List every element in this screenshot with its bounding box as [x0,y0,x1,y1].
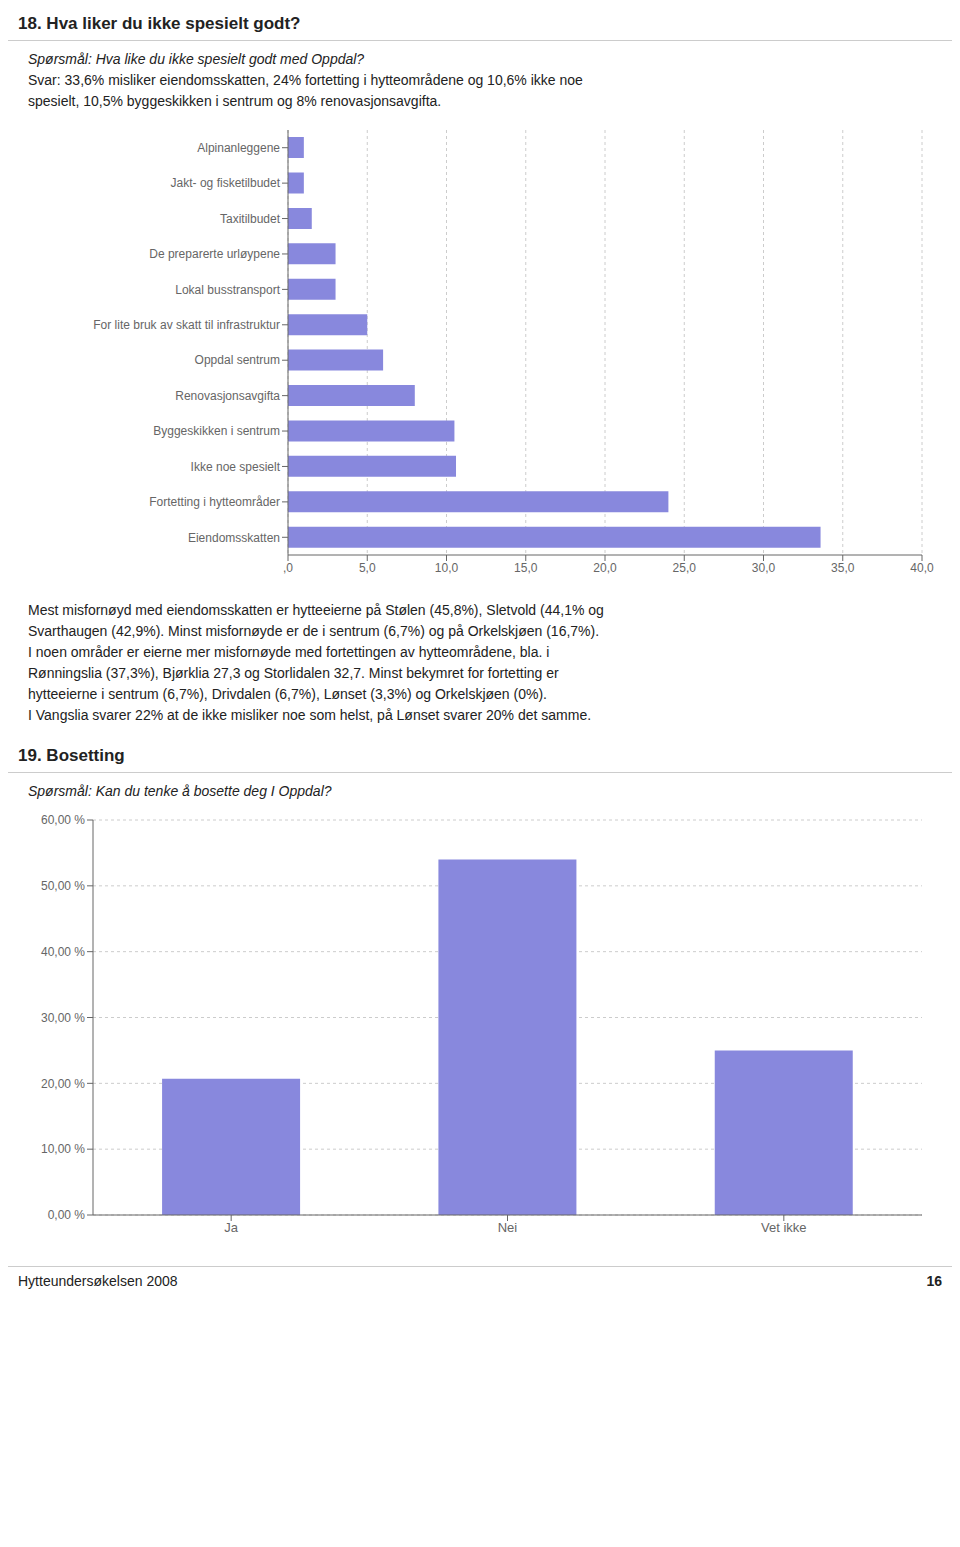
svg-text:Renovasjonsavgifta: Renovasjonsavgifta [175,389,280,403]
svg-text:60,00 %: 60,00 % [41,813,85,827]
svg-text:Lokal busstransport: Lokal busstransport [175,283,280,297]
html-text:Svar: 33,6% misliker eiendomss: Svar: 33,6% misliker eiendomsskatten, 24… [28,72,583,88]
svg-text:10,00 %: 10,00 % [41,1142,85,1156]
html-text:19. Bosetting: 19. Bosetting [18,746,125,765]
svg-text:Ja: Ja [224,1220,239,1235]
svg-text:Eiendomsskatten: Eiendomsskatten [188,531,280,545]
svg-text:10,0: 10,0 [435,561,459,575]
html-text:Rønningslia (37,3%), Bjørklia: Rønningslia (37,3%), Bjørklia 27,3 og St… [28,665,559,681]
svg-text:For lite bruk av skatt til inf: For lite bruk av skatt til infrastruktur [93,318,280,332]
svg-text:40,00 %: 40,00 % [41,945,85,959]
svg-text:40,0: 40,0 [910,561,934,575]
svg-text:Jakt- og fisketilbudet: Jakt- og fisketilbudet [171,176,281,190]
svg-text:30,0: 30,0 [752,561,776,575]
svg-text:Ikke noe spesielt: Ikke noe spesielt [191,460,281,474]
svg-text:35,0: 35,0 [831,561,855,575]
svg-text:,0: ,0 [283,561,293,575]
html-text:Spørsmål: Kan du tenke å boset: Spørsmål: Kan du tenke å bosette deg I O… [28,783,332,799]
svg-text:Nei: Nei [498,1220,518,1235]
svg-text:15,0: 15,0 [514,561,538,575]
svg-text:Taxitilbudet: Taxitilbudet [220,212,281,226]
html-text:hytteeierne i sentrum (6,7%),: hytteeierne i sentrum (6,7%), Drivdalen … [28,686,547,702]
svg-text:5,0: 5,0 [359,561,376,575]
svg-text:20,0: 20,0 [593,561,617,575]
svg-text:25,0: 25,0 [673,561,697,575]
html-text:Spørsmål: Hva like du ikke spe: Spørsmål: Hva like du ikke spesielt godt… [28,51,365,67]
svg-text:50,00 %: 50,00 % [41,879,85,893]
svg-text:Vet ikke: Vet ikke [761,1220,807,1235]
svg-text:Fortetting i hytteområder: Fortetting i hytteområder [149,495,280,509]
svg-text:Alpinanleggene: Alpinanleggene [197,141,280,155]
html-text:I noen områder er eierne mer m: I noen områder er eierne mer misfornøyde… [28,644,550,660]
svg-text:0,00 %: 0,00 % [48,1208,86,1222]
svg-text:De preparerte urløypene: De preparerte urløypene [149,247,280,261]
html-text:18. Hva liker du ikke spesielt: 18. Hva liker du ikke spesielt godt? [18,14,301,33]
html-text:Svarthaugen (42,9%). Minst mis: Svarthaugen (42,9%). Minst misfornøyde e… [28,623,600,639]
svg-text:30,00 %: 30,00 % [41,1011,85,1025]
html-text:spesielt, 10,5% byggeskikken i: spesielt, 10,5% byggeskikken i sentrum o… [28,93,442,109]
svg-text:Oppdal sentrum: Oppdal sentrum [195,353,280,367]
svg-text:20,00 %: 20,00 % [41,1077,85,1091]
html-text:I Vangslia svarer 22% at de ik: I Vangslia svarer 22% at de ikke mislike… [28,707,592,723]
html-text:Hytteundersøkelsen 2008: Hytteundersøkelsen 2008 [18,1273,178,1289]
html-text:Mest misfornøyd med eiendomssk: Mest misfornøyd med eiendomsskatten er h… [28,602,604,618]
svg-text:Byggeskikken i sentrum: Byggeskikken i sentrum [153,424,280,438]
html-text:16: 16 [926,1273,942,1289]
